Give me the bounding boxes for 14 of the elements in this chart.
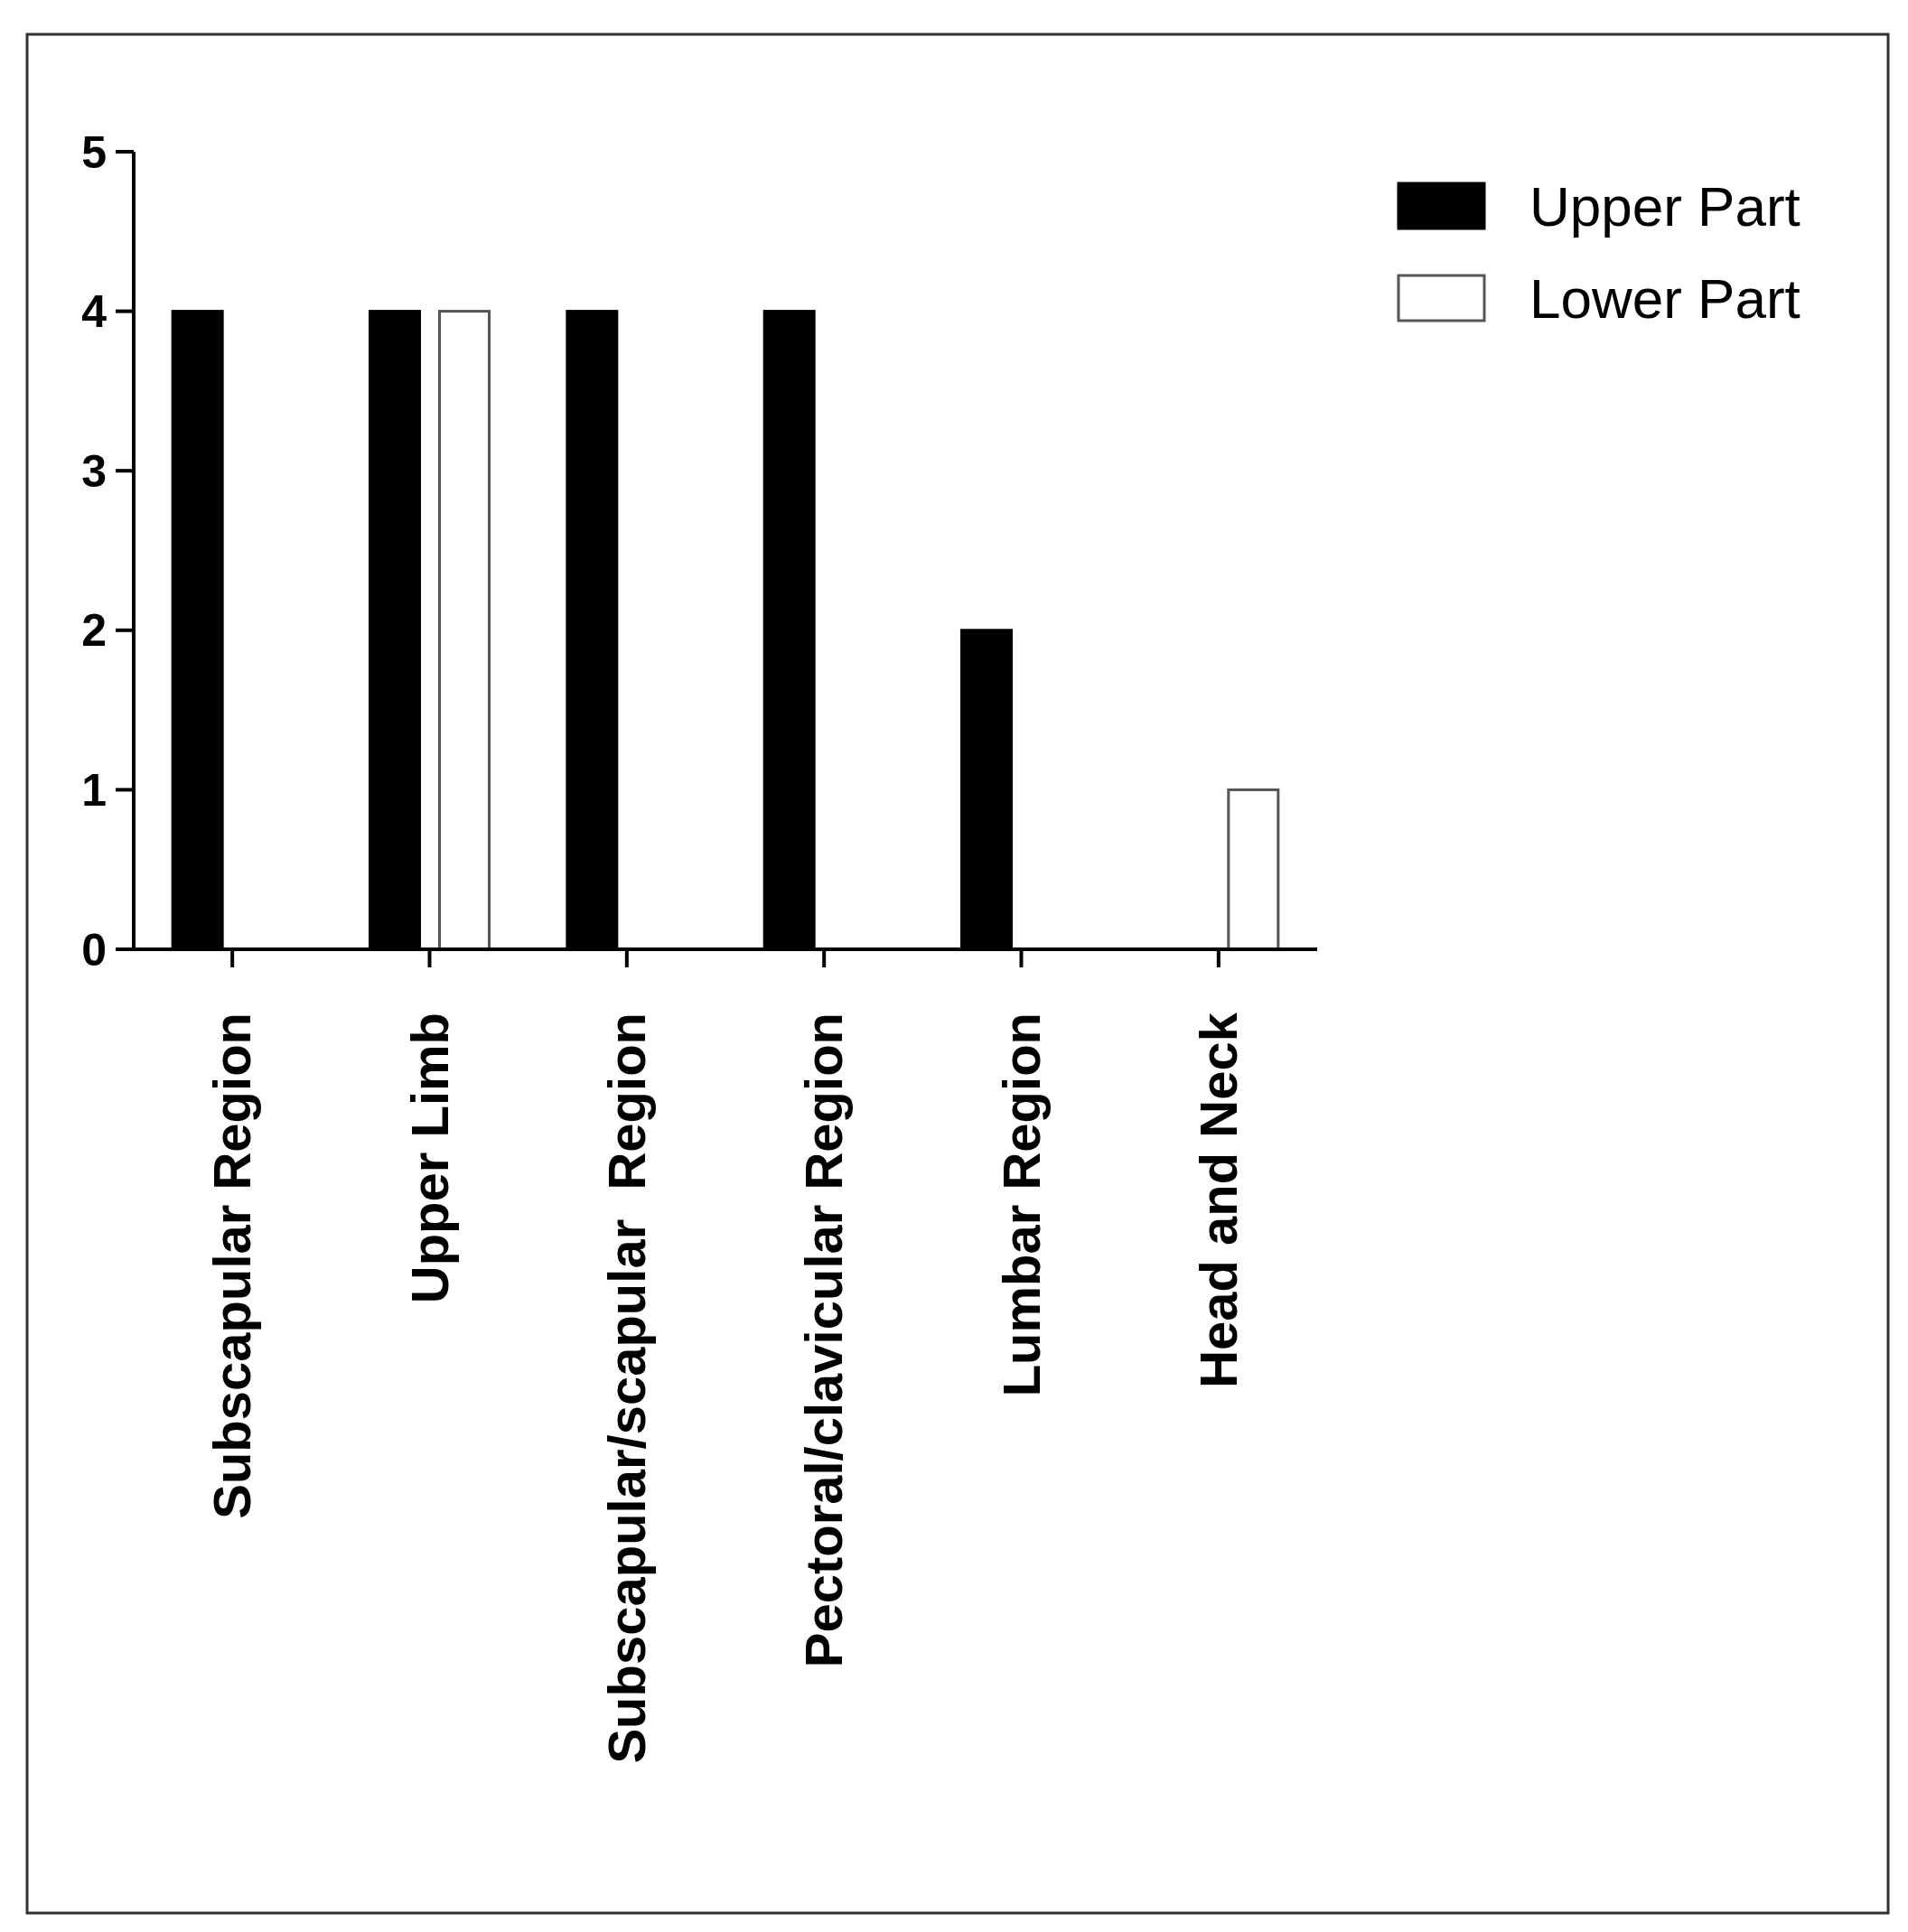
x-tick-label: Subscapular Region bbox=[202, 1013, 262, 1519]
x-tick-label: Pectoral/clavicular Region bbox=[794, 1013, 854, 1668]
y-tick-label: 1 bbox=[81, 764, 107, 816]
y-tick-label: 4 bbox=[81, 286, 108, 338]
legend-label: Lower Part bbox=[1529, 266, 1800, 330]
y-tick-label: 3 bbox=[81, 445, 107, 497]
y-tick-label: 2 bbox=[81, 605, 107, 657]
y-tick-label: 5 bbox=[81, 126, 107, 178]
x-tick-label: Head and Neck bbox=[1189, 1012, 1249, 1388]
y-tick-label: 0 bbox=[81, 924, 107, 975]
x-tick-label: Lumbar Region bbox=[991, 1013, 1051, 1397]
x-tick-label: Subscapular/scapular Region bbox=[597, 1013, 657, 1764]
legend-label: Upper Part bbox=[1529, 174, 1800, 238]
x-tick-label: Upper Limb bbox=[399, 1013, 459, 1304]
